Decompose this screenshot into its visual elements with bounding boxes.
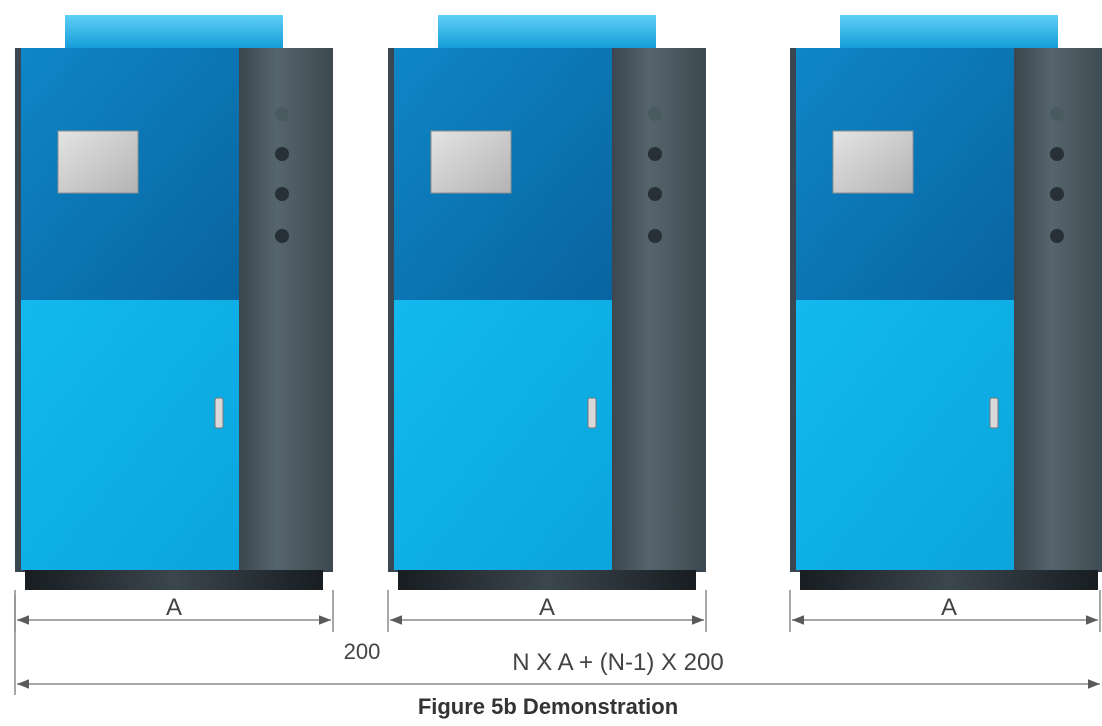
indicator-light [1050, 187, 1064, 201]
figure-caption: Figure 5b Demonstration [418, 694, 678, 719]
cabinet-unit-1: A [14, 15, 334, 632]
door-handle [587, 397, 597, 429]
cabinet-unit-3: A [789, 15, 1102, 632]
lower-panel [394, 300, 612, 570]
indicator-light [1050, 147, 1064, 161]
total-dimension: N X A + (N-1) X 200 [14, 595, 1100, 695]
indicator-light [1050, 107, 1064, 121]
total-dimension-label: N X A + (N-1) X 200 [512, 649, 723, 676]
door-handle [214, 397, 224, 429]
top-vent [840, 15, 1058, 49]
indicator-light [275, 107, 289, 121]
cabinet-base [800, 570, 1098, 590]
top-vent [438, 15, 656, 49]
lower-panel [21, 300, 239, 570]
dimension-label-a: A [539, 594, 555, 621]
dimension-label-a: A [166, 594, 182, 621]
top-vent [65, 15, 283, 49]
indicator-light [1050, 229, 1064, 243]
cabinet-base [398, 570, 696, 590]
indicator-light [648, 229, 662, 243]
indicator-light [275, 229, 289, 243]
unit-dimension-3: A [789, 590, 1101, 632]
display-screen [57, 130, 139, 194]
lower-panel [796, 300, 1014, 570]
door-handle [989, 397, 999, 429]
display-screen [832, 130, 914, 194]
cabinet-base [25, 570, 323, 590]
dimension-label-a: A [941, 594, 957, 621]
unit-dimension-1: A [14, 590, 334, 632]
indicator-light [648, 187, 662, 201]
gap-label: 200 [344, 639, 381, 664]
cabinet-unit-2: A [387, 15, 707, 632]
indicator-light [648, 107, 662, 121]
indicator-light [275, 147, 289, 161]
display-screen [430, 130, 512, 194]
unit-dimension-2: A [387, 590, 707, 632]
side-column [239, 48, 333, 570]
indicator-light [648, 147, 662, 161]
side-column [1014, 48, 1102, 570]
indicator-light [275, 187, 289, 201]
side-column [612, 48, 706, 570]
